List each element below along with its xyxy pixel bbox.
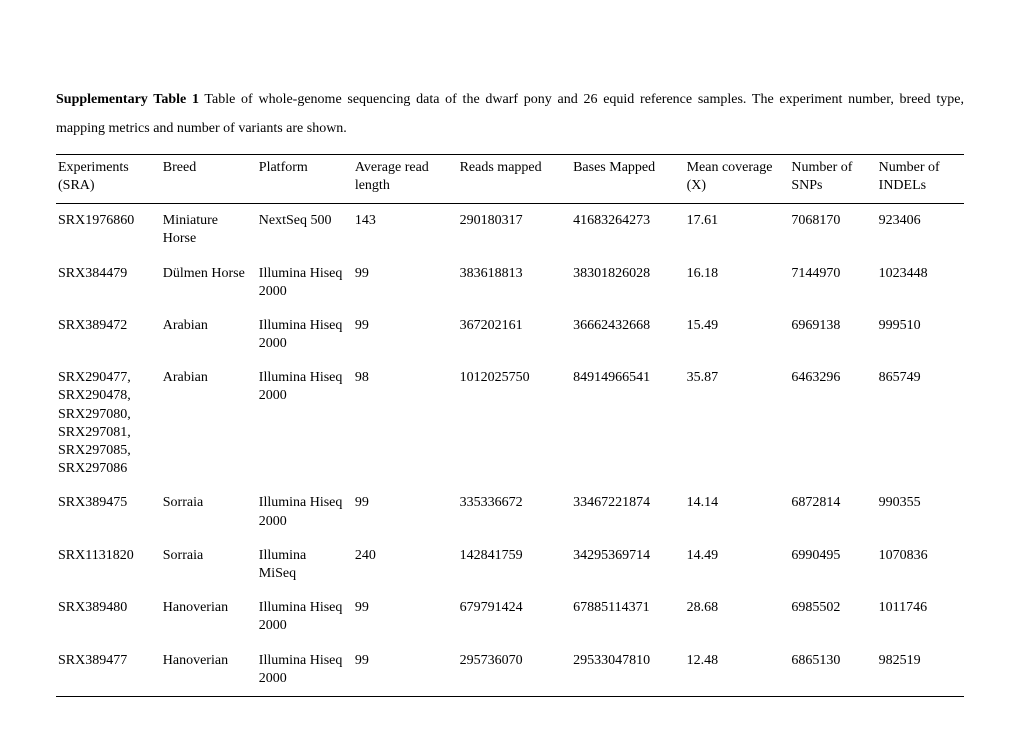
cell-mean-coverage: 16.18	[685, 257, 790, 309]
caption-label: Supplementary Table 1	[56, 92, 199, 107]
table-header-row: Experiments (SRA) Breed Platform Average…	[56, 154, 964, 203]
cell-bases-mapped: 36662432668	[571, 309, 685, 361]
table-row: SRX389475SorraiaIllumina Hiseq 200099335…	[56, 486, 964, 538]
cell-breed: Arabian	[161, 309, 257, 361]
cell-platform: Illumina MiSeq	[257, 539, 353, 591]
header-breed: Breed	[161, 154, 257, 203]
cell-num-indels: 1011746	[877, 591, 964, 643]
cell-mean-coverage: 14.49	[685, 539, 790, 591]
header-platform: Platform	[257, 154, 353, 203]
cell-reads-mapped: 290180317	[458, 204, 572, 257]
cell-bases-mapped: 41683264273	[571, 204, 685, 257]
cell-avg-read-length: 143	[353, 204, 458, 257]
cell-mean-coverage: 28.68	[685, 591, 790, 643]
cell-mean-coverage: 35.87	[685, 361, 790, 486]
cell-avg-read-length: 99	[353, 644, 458, 697]
cell-platform: Illumina Hiseq 2000	[257, 644, 353, 697]
cell-num-snps: 7068170	[789, 204, 876, 257]
cell-breed: Arabian	[161, 361, 257, 486]
table-row: SRX290477, SRX290478, SRX297080, SRX2970…	[56, 361, 964, 486]
cell-num-snps: 6969138	[789, 309, 876, 361]
cell-experiments: SRX290477, SRX290478, SRX297080, SRX2970…	[56, 361, 161, 486]
cell-num-snps: 6865130	[789, 644, 876, 697]
cell-breed: Dülmen Horse	[161, 257, 257, 309]
table-row: SRX389472ArabianIllumina Hiseq 200099367…	[56, 309, 964, 361]
cell-platform: Illumina Hiseq 2000	[257, 486, 353, 538]
cell-num-indels: 1070836	[877, 539, 964, 591]
cell-num-snps: 6872814	[789, 486, 876, 538]
cell-num-indels: 999510	[877, 309, 964, 361]
cell-mean-coverage: 17.61	[685, 204, 790, 257]
cell-num-snps: 7144970	[789, 257, 876, 309]
data-table: Experiments (SRA) Breed Platform Average…	[56, 154, 964, 697]
cell-num-indels: 990355	[877, 486, 964, 538]
header-avg-read-length: Average read length	[353, 154, 458, 203]
cell-reads-mapped: 383618813	[458, 257, 572, 309]
table-row: SRX1131820SorraiaIllumina MiSeq240142841…	[56, 539, 964, 591]
header-num-indels: Number of INDELs	[877, 154, 964, 203]
cell-num-snps: 6985502	[789, 591, 876, 643]
table-row: SRX1976860Miniature HorseNextSeq 5001432…	[56, 204, 964, 257]
cell-bases-mapped: 33467221874	[571, 486, 685, 538]
table-row: SRX389480HanoverianIllumina Hiseq 200099…	[56, 591, 964, 643]
cell-bases-mapped: 67885114371	[571, 591, 685, 643]
cell-platform: NextSeq 500	[257, 204, 353, 257]
cell-num-snps: 6990495	[789, 539, 876, 591]
cell-breed: Miniature Horse	[161, 204, 257, 257]
cell-breed: Sorraia	[161, 539, 257, 591]
cell-bases-mapped: 34295369714	[571, 539, 685, 591]
header-reads-mapped: Reads mapped	[458, 154, 572, 203]
cell-platform: Illumina Hiseq 2000	[257, 309, 353, 361]
table-row: SRX384479Dülmen HorseIllumina Hiseq 2000…	[56, 257, 964, 309]
cell-avg-read-length: 99	[353, 309, 458, 361]
cell-bases-mapped: 38301826028	[571, 257, 685, 309]
cell-num-indels: 1023448	[877, 257, 964, 309]
cell-avg-read-length: 99	[353, 486, 458, 538]
table-row: SRX389477HanoverianIllumina Hiseq 200099…	[56, 644, 964, 697]
cell-experiments: SRX389475	[56, 486, 161, 538]
cell-mean-coverage: 14.14	[685, 486, 790, 538]
cell-avg-read-length: 240	[353, 539, 458, 591]
cell-reads-mapped: 367202161	[458, 309, 572, 361]
cell-experiments: SRX1131820	[56, 539, 161, 591]
header-bases-mapped: Bases Mapped	[571, 154, 685, 203]
cell-bases-mapped: 84914966541	[571, 361, 685, 486]
cell-num-indels: 982519	[877, 644, 964, 697]
cell-experiments: SRX389480	[56, 591, 161, 643]
cell-platform: Illumina Hiseq 2000	[257, 591, 353, 643]
cell-reads-mapped: 295736070	[458, 644, 572, 697]
cell-num-indels: 923406	[877, 204, 964, 257]
table-body: SRX1976860Miniature HorseNextSeq 5001432…	[56, 204, 964, 697]
table-caption: Supplementary Table 1 Table of whole-gen…	[56, 85, 964, 144]
cell-reads-mapped: 142841759	[458, 539, 572, 591]
cell-experiments: SRX389477	[56, 644, 161, 697]
cell-avg-read-length: 98	[353, 361, 458, 486]
cell-num-indels: 865749	[877, 361, 964, 486]
cell-mean-coverage: 12.48	[685, 644, 790, 697]
cell-num-snps: 6463296	[789, 361, 876, 486]
cell-platform: Illumina Hiseq 2000	[257, 361, 353, 486]
cell-reads-mapped: 335336672	[458, 486, 572, 538]
header-experiments: Experiments (SRA)	[56, 154, 161, 203]
header-mean-coverage: Mean coverage (X)	[685, 154, 790, 203]
cell-breed: Sorraia	[161, 486, 257, 538]
cell-breed: Hanoverian	[161, 591, 257, 643]
cell-experiments: SRX389472	[56, 309, 161, 361]
cell-platform: Illumina Hiseq 2000	[257, 257, 353, 309]
cell-reads-mapped: 679791424	[458, 591, 572, 643]
cell-bases-mapped: 29533047810	[571, 644, 685, 697]
cell-avg-read-length: 99	[353, 257, 458, 309]
cell-experiments: SRX1976860	[56, 204, 161, 257]
header-num-snps: Number of SNPs	[789, 154, 876, 203]
cell-experiments: SRX384479	[56, 257, 161, 309]
cell-reads-mapped: 1012025750	[458, 361, 572, 486]
cell-mean-coverage: 15.49	[685, 309, 790, 361]
cell-breed: Hanoverian	[161, 644, 257, 697]
cell-avg-read-length: 99	[353, 591, 458, 643]
